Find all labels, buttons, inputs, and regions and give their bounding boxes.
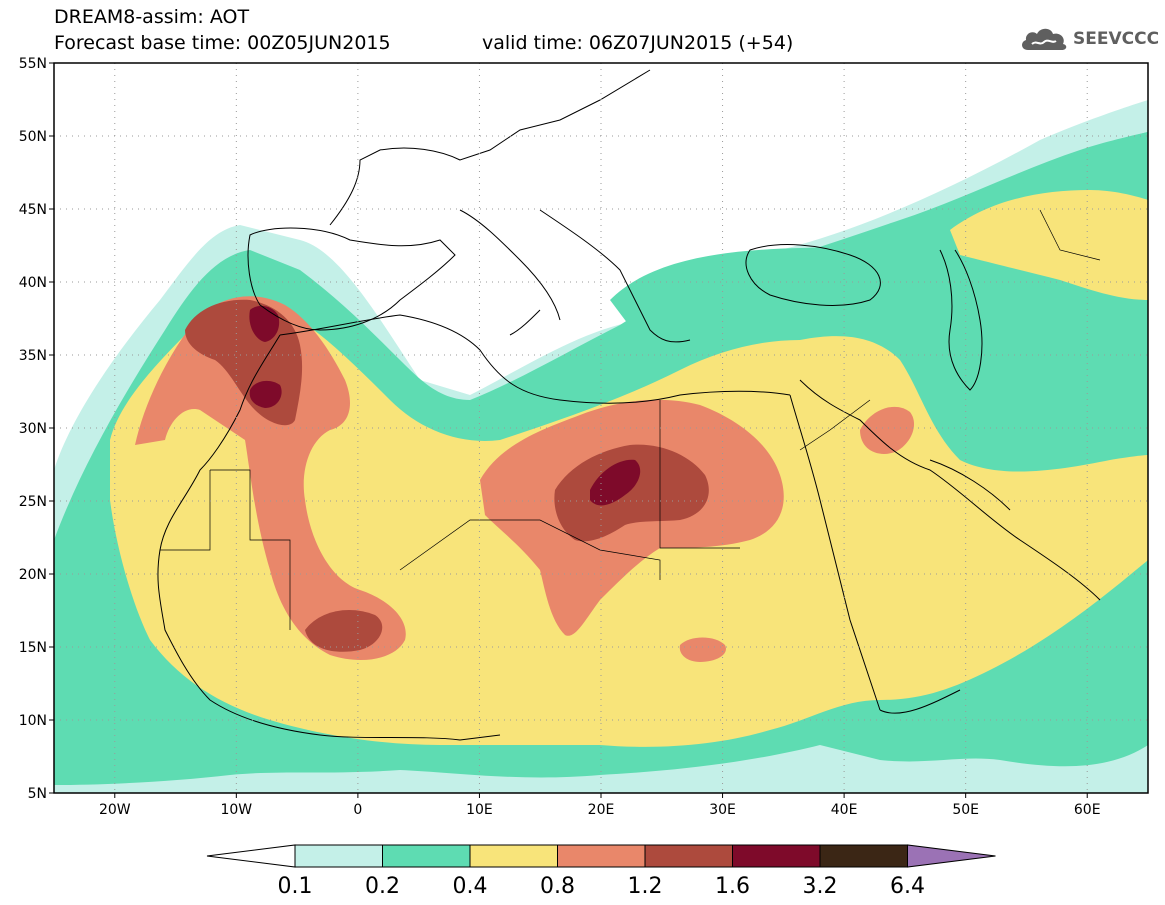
colorbar-labels: 0.1 0.2 0.4 0.8 1.2 1.6 3.2 6.4 — [278, 874, 926, 899]
lon-tick-label: 60E — [1074, 802, 1101, 818]
colorbar-box — [469, 844, 558, 868]
lon-tick-label: 20W — [99, 802, 131, 818]
gridlines — [54, 63, 1148, 793]
colorbar-level-label: 0.8 — [540, 874, 575, 899]
colorbar-box — [819, 844, 908, 868]
logo-text: SEEVCCC — [1073, 29, 1160, 49]
lon-tick-label: 10W — [220, 802, 252, 818]
aot-contour-1.2-central — [554, 444, 709, 542]
cloud-icon — [1022, 28, 1067, 50]
colorbar-box — [732, 844, 821, 868]
lon-tick-label: 20E — [588, 802, 615, 818]
aot-map — [54, 63, 1148, 793]
longitude-labels: 20W 10W 0 10E 20E 30E 40E 50E 60E — [99, 802, 1101, 818]
seevccc-logo: SEEVCCC — [1018, 26, 1159, 52]
lat-tick-label: 25N — [19, 494, 47, 510]
axis-ticks — [49, 62, 1088, 798]
lon-tick-label: 40E — [831, 802, 858, 818]
coastlines — [157, 69, 1101, 741]
lat-tick-label: 20N — [19, 567, 47, 583]
aot-contour-0.8-sahel — [679, 637, 726, 662]
lat-tick-label: 45N — [19, 202, 47, 218]
aot-contour-0.2-north — [610, 132, 1148, 350]
lat-tick-label: 50N — [19, 129, 47, 145]
colorbar-box — [644, 844, 733, 868]
aot-contour-1.2-mali — [305, 610, 383, 652]
colorbar-box — [382, 844, 471, 868]
lon-tick-label: 30E — [709, 802, 736, 818]
lat-tick-label: 55N — [19, 56, 47, 72]
colorbar-arrow-low — [206, 844, 296, 868]
aot-contour-0.8-levant — [860, 406, 915, 454]
lat-tick-label: 5N — [28, 786, 47, 802]
lon-tick-label: 50E — [952, 802, 979, 818]
colorbar — [206, 844, 996, 868]
lon-tick-label: 0 — [353, 802, 362, 818]
colorbar-level-label: 6.4 — [890, 874, 925, 899]
lat-tick-label: 15N — [19, 640, 47, 656]
lon-tick-label: 10E — [466, 802, 493, 818]
colorbar-arrow-high — [907, 844, 996, 868]
colorbar-box — [294, 844, 383, 868]
aot-contour-1.6-morocco — [249, 380, 282, 408]
lat-tick-label: 10N — [19, 713, 47, 729]
borders — [160, 209, 1101, 630]
forecast-base-time: Forecast base time: 00Z05JUN2015 — [54, 32, 391, 54]
valid-time: valid time: 06Z07JUN2015 (+54) — [482, 32, 794, 54]
lat-tick-label: 35N — [19, 348, 47, 364]
lat-tick-label: 30N — [19, 421, 47, 437]
colorbar-level-label: 0.1 — [278, 874, 313, 899]
latitude-labels: 55N 50N 45N 40N 35N 30N 25N 20N 15N 10N 5N — [19, 56, 47, 802]
colorbar-level-label: 1.2 — [628, 874, 663, 899]
colorbar-box — [557, 844, 646, 868]
aot-contour-0.4-caspian — [950, 190, 1148, 300]
colorbar-level-label: 0.2 — [365, 874, 400, 899]
colorbar-level-label: 0.4 — [453, 874, 488, 899]
aot-contour-1.6-libya — [590, 459, 641, 506]
aot-contour-1.6-atlas — [249, 305, 280, 342]
colorbar-level-label: 1.6 — [715, 874, 750, 899]
chart-title: DREAM8-assim: AOT — [54, 6, 250, 28]
colorbar-level-label: 3.2 — [803, 874, 838, 899]
lat-tick-label: 40N — [19, 275, 47, 291]
aot-contour-0.8-west — [135, 296, 406, 660]
aot-contour-0.4-arabia — [923, 470, 1148, 654]
